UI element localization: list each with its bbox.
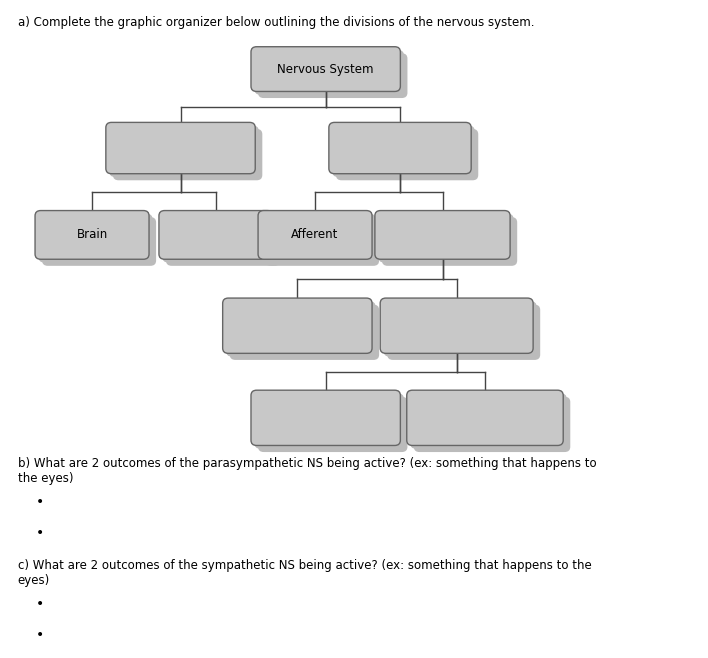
FancyBboxPatch shape (406, 390, 563, 445)
FancyBboxPatch shape (39, 214, 152, 263)
FancyBboxPatch shape (375, 211, 510, 259)
FancyBboxPatch shape (42, 217, 156, 266)
Text: b) What are 2 outcomes of the parasympathetic NS being active? (ex: something th: b) What are 2 outcomes of the parasympat… (18, 457, 596, 486)
Text: a) Complete the graphic organizer below outlining the divisions of the nervous s: a) Complete the graphic organizer below … (18, 16, 535, 30)
Text: Afferent: Afferent (292, 228, 338, 241)
FancyBboxPatch shape (166, 217, 280, 266)
Text: •: • (35, 495, 44, 509)
FancyBboxPatch shape (413, 397, 571, 452)
FancyBboxPatch shape (258, 211, 372, 259)
FancyBboxPatch shape (329, 122, 472, 174)
Text: c) What are 2 outcomes of the sympathetic NS being active? (ex: something that h: c) What are 2 outcomes of the sympatheti… (18, 559, 591, 588)
FancyBboxPatch shape (251, 390, 401, 445)
FancyBboxPatch shape (380, 298, 533, 353)
FancyBboxPatch shape (265, 217, 379, 266)
FancyBboxPatch shape (227, 301, 375, 357)
Text: •: • (35, 597, 44, 611)
Text: Nervous System: Nervous System (278, 63, 374, 76)
FancyBboxPatch shape (258, 397, 408, 452)
FancyBboxPatch shape (229, 305, 379, 360)
FancyBboxPatch shape (332, 126, 474, 177)
FancyBboxPatch shape (35, 211, 149, 259)
FancyBboxPatch shape (222, 298, 372, 353)
FancyBboxPatch shape (262, 214, 375, 263)
FancyBboxPatch shape (109, 126, 259, 177)
FancyBboxPatch shape (384, 301, 537, 357)
FancyBboxPatch shape (411, 393, 566, 449)
FancyBboxPatch shape (106, 122, 256, 174)
FancyBboxPatch shape (255, 393, 404, 449)
FancyBboxPatch shape (159, 211, 273, 259)
Text: •: • (35, 526, 44, 540)
FancyBboxPatch shape (387, 305, 540, 360)
FancyBboxPatch shape (258, 53, 408, 98)
FancyBboxPatch shape (255, 50, 404, 95)
FancyBboxPatch shape (251, 47, 401, 91)
FancyBboxPatch shape (378, 214, 514, 263)
FancyBboxPatch shape (162, 214, 276, 263)
FancyBboxPatch shape (336, 129, 479, 180)
FancyBboxPatch shape (113, 129, 263, 180)
FancyBboxPatch shape (382, 217, 517, 266)
Text: •: • (35, 628, 44, 642)
Text: Brain: Brain (76, 228, 108, 241)
